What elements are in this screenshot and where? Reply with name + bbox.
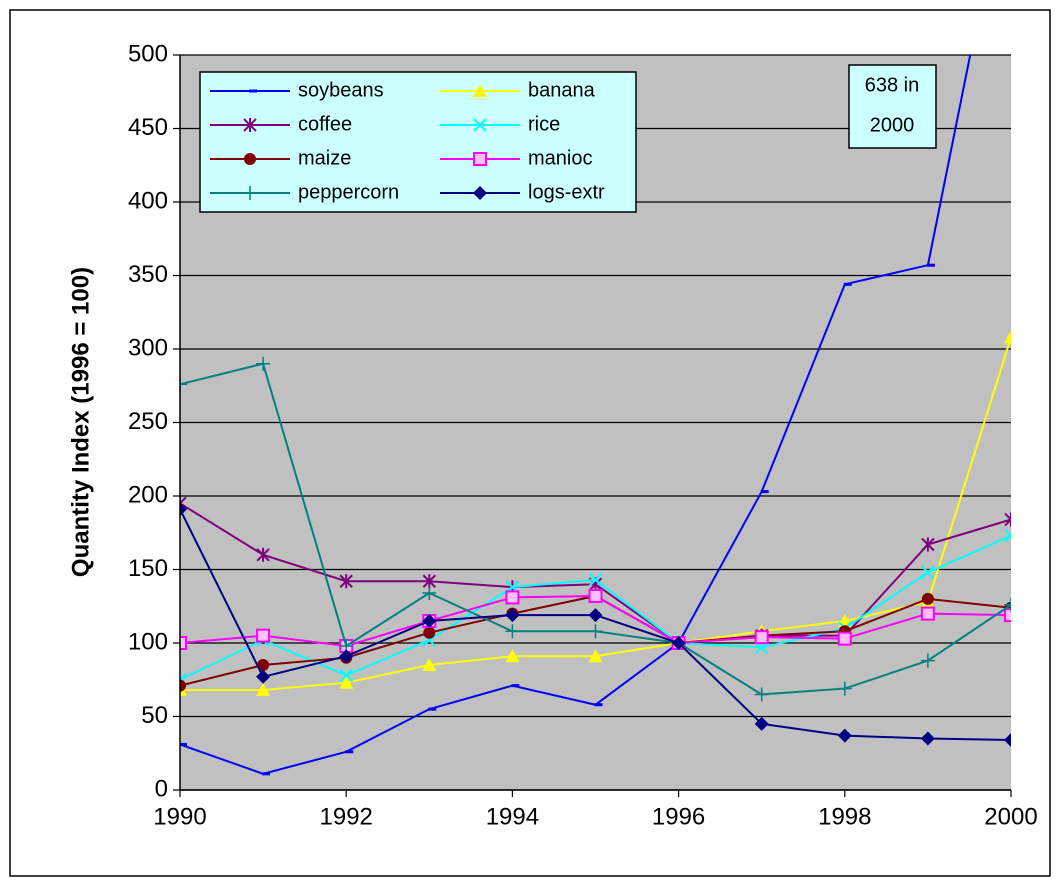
y-tick-label: 500 [128, 40, 168, 67]
marker [339, 649, 354, 664]
y-tick-label: 400 [128, 187, 168, 214]
y-tick-label: 150 [128, 555, 168, 582]
marker [505, 649, 520, 663]
marker [505, 608, 520, 623]
y-tick-label: 350 [128, 261, 168, 288]
marker [1004, 733, 1011, 748]
marker [671, 636, 686, 650]
marker [837, 631, 852, 646]
marker [1004, 608, 1011, 623]
marker [243, 118, 257, 132]
marker [588, 624, 603, 639]
marker [473, 186, 487, 200]
marker [754, 630, 769, 645]
x-tick-label: 1998 [818, 803, 871, 830]
x-tick-label: 1994 [486, 803, 539, 830]
marker [257, 659, 270, 672]
legend-label: rice [528, 113, 560, 135]
y-tick-label: 100 [128, 628, 168, 655]
marker [180, 636, 187, 650]
marker [180, 502, 187, 517]
x-tick-label: 1992 [320, 803, 373, 830]
marker [588, 588, 603, 603]
x-tick-label: 1996 [652, 803, 705, 830]
marker [256, 683, 271, 697]
marker [422, 658, 437, 672]
legend-label: logs-extr [528, 181, 605, 203]
marker [339, 675, 354, 689]
marker [837, 681, 852, 696]
marker [473, 84, 487, 97]
marker [921, 537, 935, 552]
marker [1004, 512, 1011, 527]
marker [256, 547, 270, 562]
marker [505, 590, 520, 605]
legend-label: coffee [298, 113, 352, 135]
marker [754, 716, 769, 731]
x-tick-label: 1990 [153, 803, 206, 830]
y-axis-label: Quantity Index (1996 = 100) [67, 267, 94, 577]
marker [754, 687, 769, 702]
y-tick-label: 250 [128, 408, 168, 435]
legend-label: manioc [528, 147, 592, 169]
annotation-box [848, 64, 937, 149]
y-tick-label: 0 [155, 775, 168, 802]
marker [339, 574, 353, 589]
marker [505, 624, 520, 639]
legend-label: banana [528, 79, 596, 101]
marker [423, 626, 436, 639]
marker [256, 669, 271, 684]
marker [244, 153, 256, 165]
y-tick-label: 300 [128, 334, 168, 361]
marker [256, 356, 271, 371]
marker [920, 731, 935, 746]
legend-box [199, 71, 637, 213]
x-tick-label: 2000 [984, 803, 1037, 830]
marker [1004, 528, 1011, 543]
marker [180, 377, 187, 392]
y-tick-label: 450 [128, 114, 168, 141]
y-tick-label: 50 [141, 702, 168, 729]
marker [588, 608, 603, 623]
marker [920, 653, 935, 668]
marker [473, 152, 487, 166]
marker [339, 668, 353, 683]
marker [588, 649, 603, 663]
marker [422, 613, 437, 628]
marker [180, 679, 186, 692]
marker [1004, 597, 1011, 612]
marker [256, 628, 271, 643]
y-tick-label: 200 [128, 481, 168, 508]
marker [921, 592, 934, 605]
marker [422, 574, 437, 589]
marker [921, 565, 935, 580]
legend-label: maize [298, 147, 351, 169]
annotation: 638 in [865, 74, 920, 96]
legend-label: peppercorn [298, 181, 399, 203]
marker [422, 586, 437, 601]
marker [1004, 330, 1011, 344]
marker [473, 118, 487, 132]
annotation: 2000 [870, 114, 915, 136]
legend-label: soybeans [298, 79, 384, 101]
marker [837, 728, 852, 743]
marker [243, 186, 257, 200]
marker [920, 606, 935, 621]
marker [588, 573, 603, 587]
